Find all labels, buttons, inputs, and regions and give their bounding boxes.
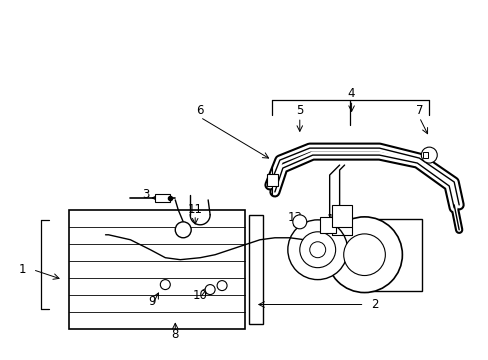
Text: 12: 12: [326, 213, 342, 226]
Text: 1: 1: [19, 263, 26, 276]
Bar: [155, 194, 170, 202]
Circle shape: [421, 147, 436, 163]
Bar: [266, 174, 277, 186]
Text: 13: 13: [287, 211, 302, 224]
Bar: [319, 217, 335, 233]
Text: 3: 3: [142, 188, 149, 202]
Text: 10: 10: [192, 289, 207, 302]
Text: 9: 9: [148, 295, 156, 308]
Circle shape: [292, 215, 306, 229]
Text: 7: 7: [415, 104, 422, 117]
Text: 8: 8: [171, 328, 179, 341]
Bar: [248, 215, 263, 324]
Circle shape: [287, 220, 347, 280]
Circle shape: [343, 234, 385, 275]
Bar: [359, 219, 422, 291]
Bar: [331, 205, 351, 227]
Circle shape: [175, 222, 191, 238]
Text: 4: 4: [347, 87, 355, 100]
Text: 11: 11: [187, 203, 203, 216]
Circle shape: [160, 280, 170, 289]
Circle shape: [217, 280, 226, 291]
Circle shape: [309, 242, 325, 258]
Text: 5: 5: [296, 104, 303, 117]
Circle shape: [205, 285, 215, 294]
Text: 6: 6: [196, 104, 203, 117]
Text: 2: 2: [370, 298, 378, 311]
Circle shape: [326, 217, 402, 293]
Circle shape: [299, 232, 335, 268]
Bar: [68, 210, 244, 329]
Bar: [423, 152, 427, 158]
